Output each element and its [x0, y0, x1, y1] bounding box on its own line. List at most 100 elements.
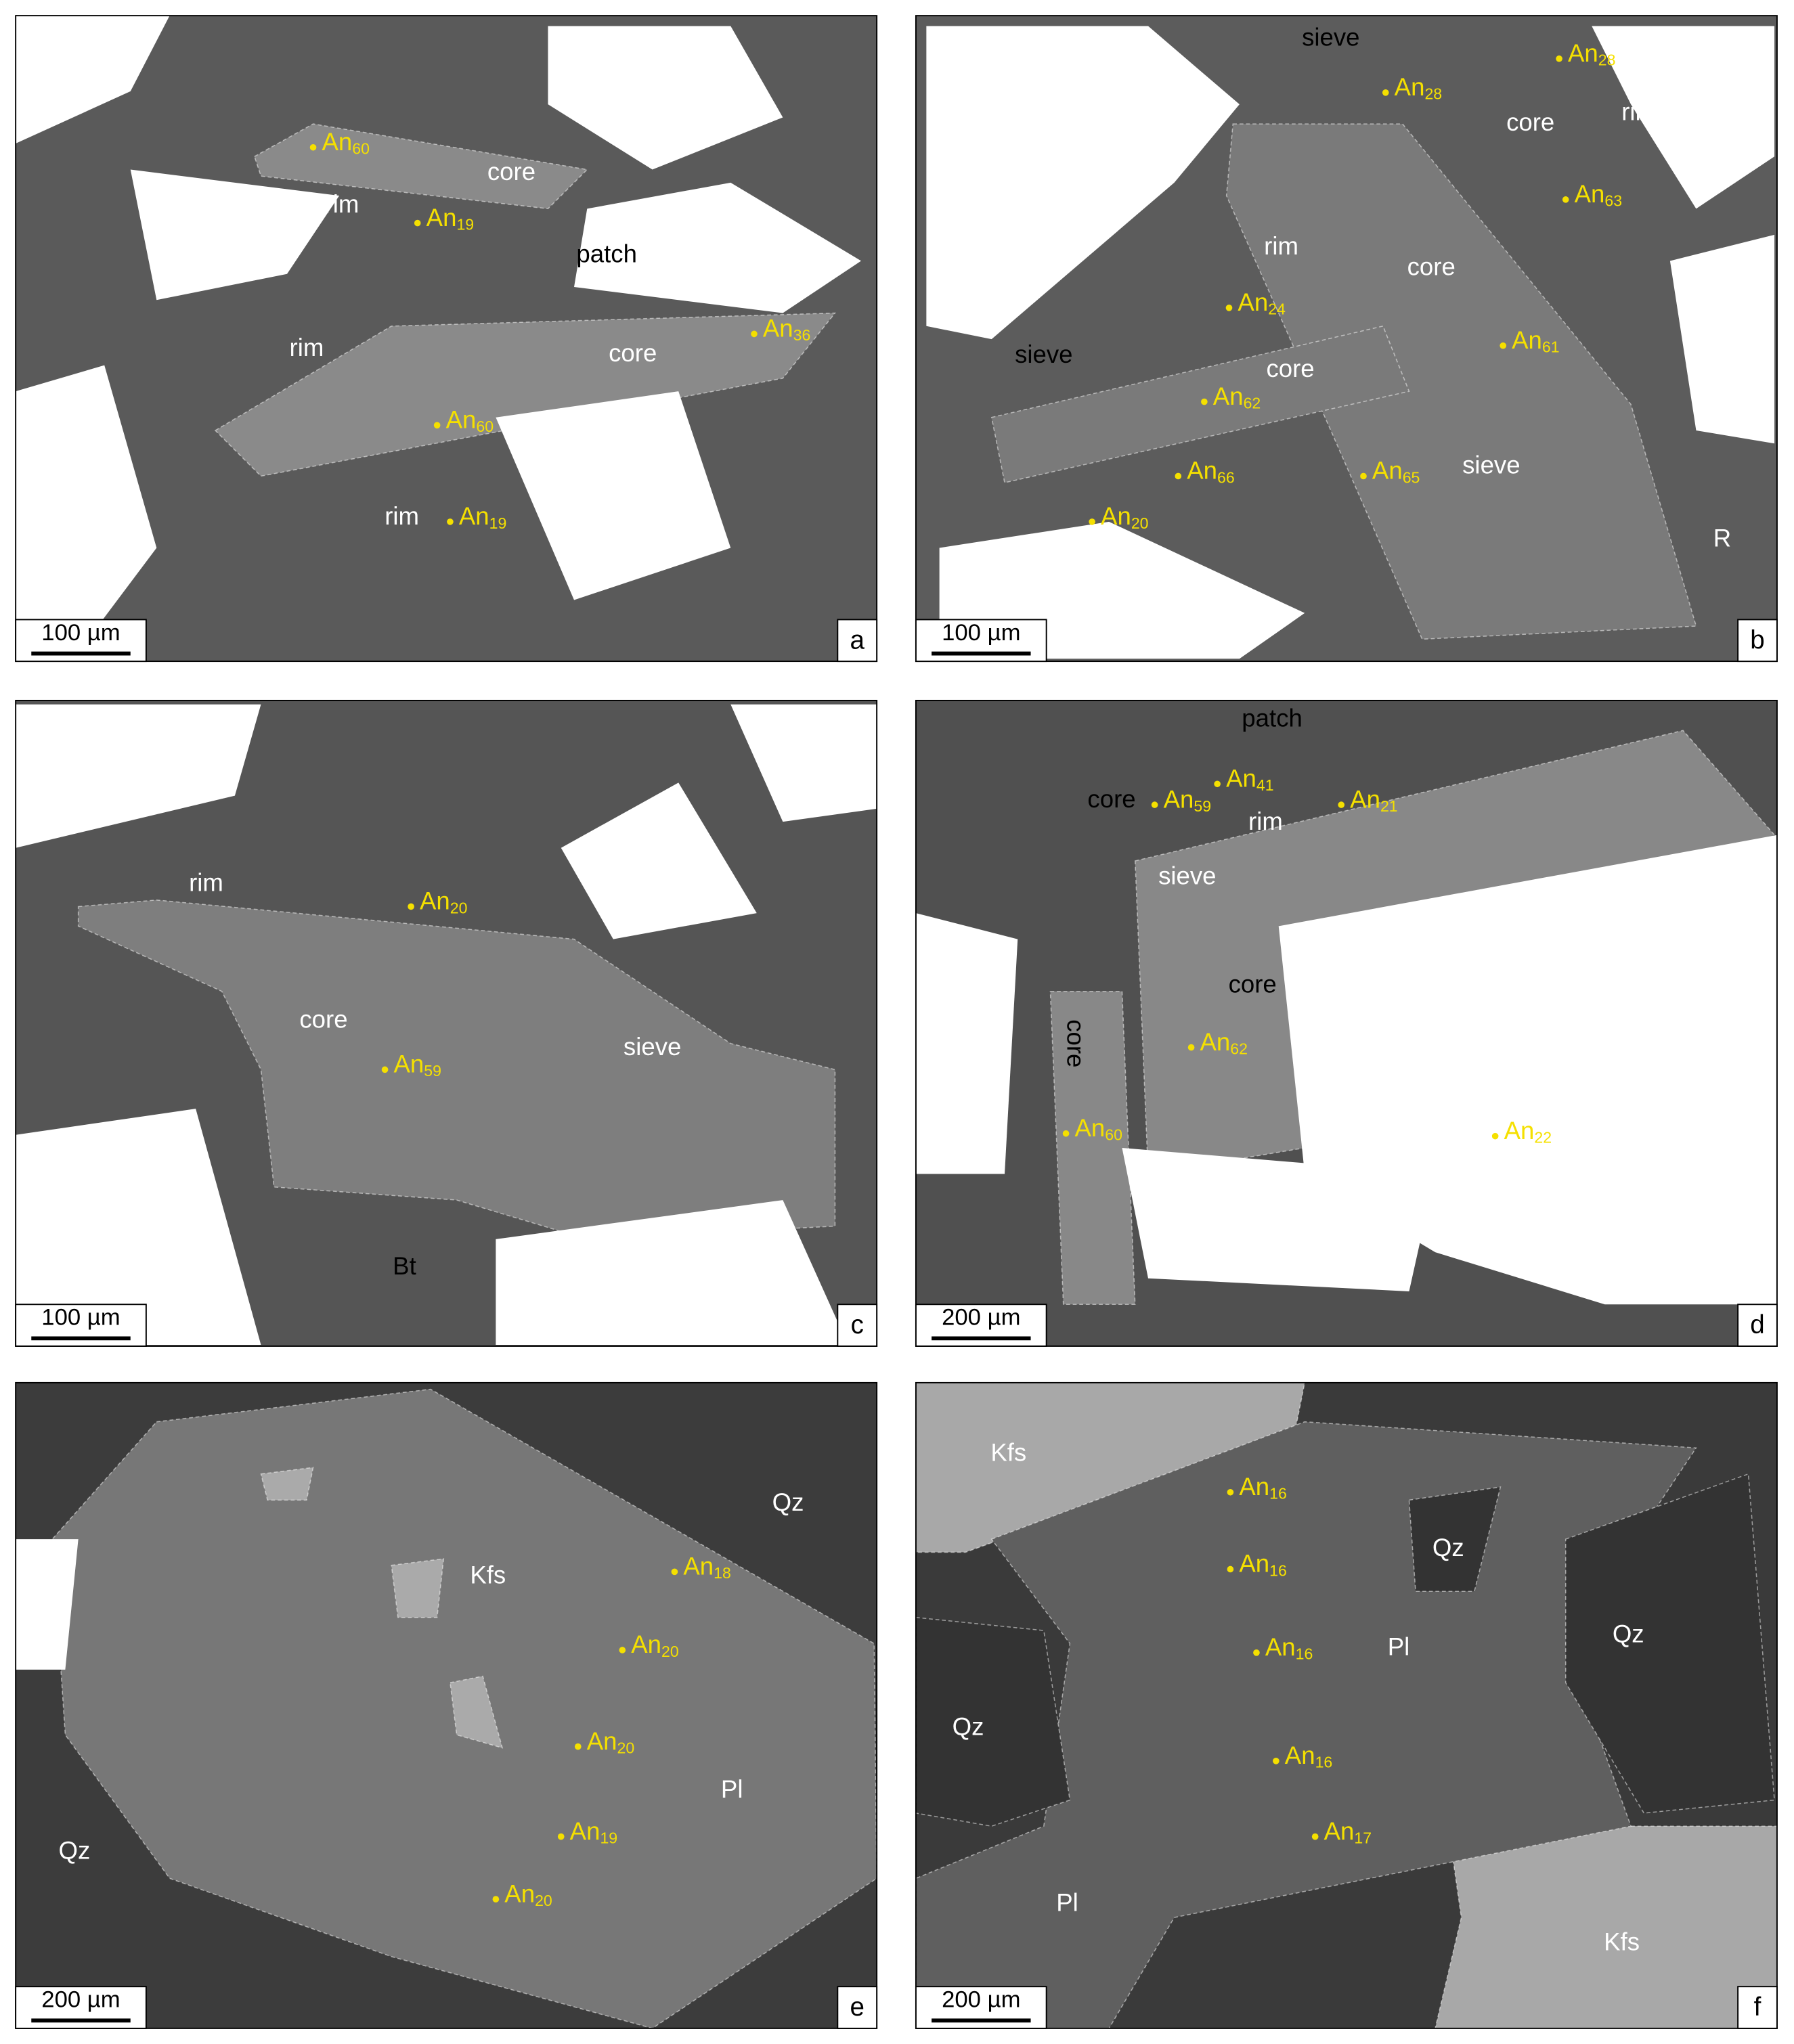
anorthite-label: An20: [587, 1727, 634, 1756]
label-text: An: [426, 203, 457, 231]
label-text: An: [1164, 785, 1194, 813]
analysis-spot: [381, 1066, 389, 1073]
analysis-spot: [414, 219, 421, 227]
analysis-spot: [309, 143, 317, 151]
panel-letter: e: [850, 1993, 865, 2022]
phase-region: [915, 1382, 1306, 1553]
phase-region: [450, 1675, 504, 1749]
anorthite-label: An60: [446, 405, 494, 435]
phase-label: rim: [189, 868, 223, 896]
label-subscript: 20: [617, 1739, 635, 1757]
label-text: An: [683, 1552, 714, 1580]
analysis-spot: [574, 1743, 582, 1750]
anorthite-label: An62: [1200, 1027, 1248, 1057]
label-text: An: [1200, 1027, 1231, 1055]
phase-region: [16, 704, 261, 848]
analysis-spot: [557, 1833, 565, 1840]
analysis-spot: [1227, 1565, 1234, 1573]
analysis-spot: [1201, 398, 1208, 405]
label-text: An: [587, 1727, 617, 1754]
phase-region: [915, 1617, 1071, 1827]
bse-image: [16, 700, 877, 1346]
phase-region: [1669, 234, 1775, 444]
anorthite-label: An28: [1568, 39, 1615, 69]
panel-border: [15, 1381, 878, 2029]
phase-label: Qz: [58, 1836, 90, 1864]
label-text: An: [1575, 180, 1605, 208]
label-subscript: 17: [1354, 1829, 1372, 1847]
letter-box: [837, 619, 878, 663]
anorthite-label: An59: [1164, 785, 1212, 815]
anorthite-label: An19: [570, 1817, 618, 1846]
phase-label: core: [487, 158, 535, 185]
analysis-spot: [1338, 801, 1345, 808]
label-subscript: 21: [1380, 797, 1398, 815]
label-subscript: 36: [793, 326, 811, 344]
letter-box: [1737, 1304, 1778, 1347]
analysis-spot: [1175, 472, 1182, 480]
label-subscript: 16: [1315, 1754, 1333, 1771]
analysis-spot: [1382, 89, 1389, 96]
panel: patchcoreAn41An59rimAn21sievecoreAn62cor…: [915, 699, 1778, 1347]
phase-label: core: [299, 1006, 347, 1034]
label-subscript: 18: [714, 1564, 731, 1582]
phase-label: sieve: [623, 1033, 681, 1061]
phase-label: Qz: [1432, 1534, 1464, 1561]
panel-letter: b: [1750, 625, 1764, 654]
analysis-spot: [1360, 472, 1367, 480]
phase-label: Pl: [1056, 1888, 1078, 1916]
phase-label: rim: [1581, 1137, 1615, 1165]
label-text: An: [420, 887, 450, 914]
bse-image: [16, 16, 877, 662]
phase-label: sieve: [1158, 862, 1216, 890]
anorthite-label: An59: [393, 1050, 441, 1080]
phase-label: core: [609, 339, 657, 367]
phase-region: [496, 1200, 848, 1345]
phase-region: [1592, 26, 1775, 209]
phase-region: [16, 1109, 261, 1345]
analysis-spot: [1214, 780, 1221, 788]
anorthite-label: An19: [459, 502, 507, 532]
bse-image: [915, 16, 1777, 662]
label-text: An: [1187, 456, 1217, 484]
label-subscript: 16: [1269, 1561, 1287, 1579]
phase-label: Bt: [393, 1252, 416, 1280]
label-subscript: 62: [1244, 395, 1261, 412]
phase-label: Qz: [1613, 1620, 1644, 1647]
label-text: An: [1350, 785, 1380, 813]
phase-label: patch: [576, 240, 637, 267]
label-text: An: [1568, 39, 1598, 67]
phase-label: Kfs: [1604, 1928, 1640, 1955]
phase-label: patch: [1242, 705, 1303, 732]
analysis-spot: [433, 422, 441, 429]
anorthite-label: An16: [1285, 1741, 1333, 1771]
label-subscript: 63: [1604, 192, 1622, 210]
phase-label: sieve: [621, 430, 678, 458]
phase-label: sieve: [1462, 451, 1520, 479]
label-subscript: 61: [1542, 338, 1560, 356]
phase-region: [926, 26, 1240, 340]
phase-region: [16, 1539, 79, 1670]
label-text: An: [1395, 73, 1425, 101]
phase-region: [990, 325, 1410, 484]
phase-region: [915, 1421, 1697, 2028]
analysis-spot: [619, 1647, 626, 1653]
bse-image: [915, 700, 1777, 1346]
scale-text: 100 µm: [41, 620, 120, 646]
anorthite-label: An20: [631, 1630, 678, 1660]
phase-region: [548, 26, 783, 170]
phase-label: rim: [290, 334, 324, 361]
phase-region: [561, 782, 757, 939]
phase-label: rim: [1264, 232, 1298, 260]
anorthite-label: An61: [1512, 326, 1560, 356]
label-text: An: [1239, 1549, 1269, 1577]
label-text: An: [1213, 382, 1244, 409]
analysis-spot: [1556, 55, 1562, 62]
phase-region: [77, 899, 836, 1240]
label-subscript: 66: [1217, 468, 1235, 486]
letter-box: [1737, 619, 1778, 663]
phase-label: rim: [1248, 807, 1283, 835]
